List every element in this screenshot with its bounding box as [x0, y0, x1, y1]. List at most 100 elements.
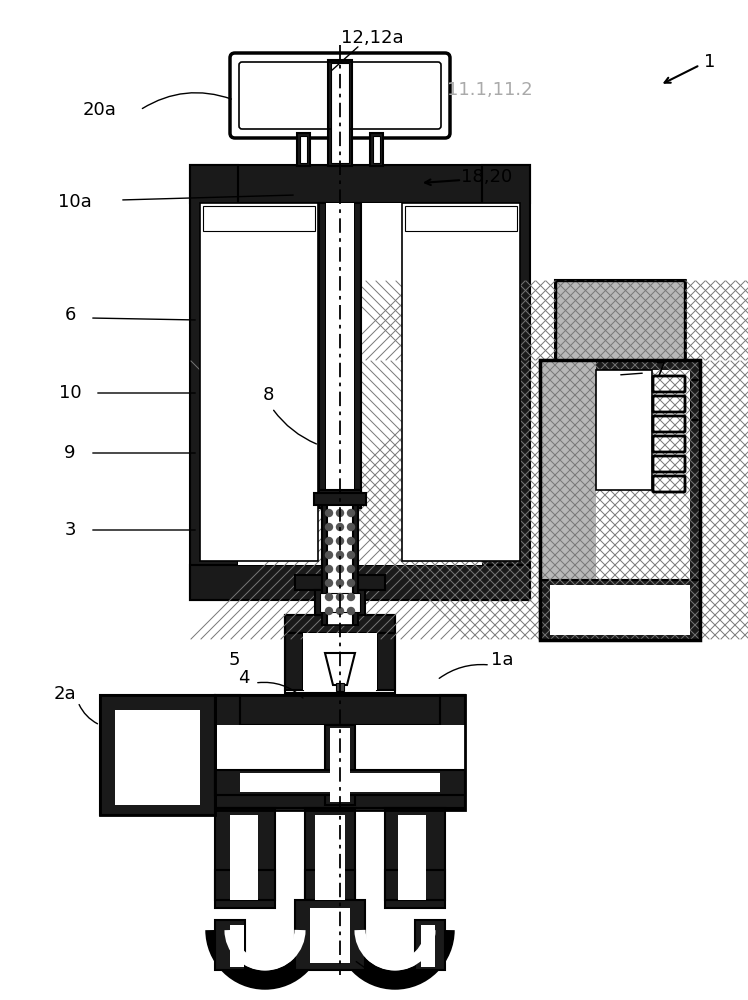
Bar: [305, 808, 355, 908]
Bar: [215, 870, 275, 900]
Bar: [565, 290, 675, 360]
Bar: [230, 925, 244, 967]
Bar: [215, 725, 340, 805]
Circle shape: [325, 552, 333, 558]
Circle shape: [348, 566, 355, 572]
Bar: [240, 773, 440, 792]
Bar: [238, 203, 482, 565]
Bar: [405, 206, 517, 234]
Bar: [353, 505, 358, 625]
Bar: [314, 493, 366, 505]
Bar: [190, 165, 530, 203]
Polygon shape: [325, 653, 355, 685]
Text: 3: 3: [64, 521, 76, 539]
Bar: [550, 370, 690, 630]
Bar: [398, 815, 426, 900]
Circle shape: [348, 580, 355, 586]
Bar: [190, 165, 238, 600]
Bar: [421, 925, 435, 967]
Circle shape: [337, 593, 343, 600]
Bar: [541, 361, 596, 639]
Bar: [285, 615, 395, 693]
Circle shape: [325, 524, 333, 530]
Circle shape: [337, 580, 343, 586]
Circle shape: [325, 566, 333, 572]
Bar: [556, 281, 684, 360]
Text: 10: 10: [58, 384, 82, 402]
Bar: [415, 920, 445, 970]
Text: 2a: 2a: [54, 685, 76, 703]
Bar: [315, 590, 365, 615]
Bar: [402, 203, 520, 561]
Bar: [319, 490, 361, 508]
Bar: [405, 206, 517, 231]
Circle shape: [348, 538, 355, 544]
Bar: [336, 683, 344, 691]
Bar: [115, 710, 200, 805]
Bar: [556, 281, 684, 360]
Bar: [190, 565, 530, 600]
Text: 5: 5: [228, 651, 240, 669]
FancyBboxPatch shape: [230, 53, 450, 138]
Circle shape: [325, 538, 333, 544]
Bar: [203, 206, 315, 231]
Circle shape: [337, 538, 343, 544]
Bar: [215, 920, 245, 970]
Bar: [322, 505, 327, 625]
Circle shape: [325, 580, 333, 586]
Text: 2: 2: [364, 966, 375, 984]
Bar: [203, 236, 315, 558]
Bar: [385, 870, 445, 900]
Bar: [354, 203, 361, 490]
Bar: [295, 575, 385, 590]
Circle shape: [337, 524, 343, 530]
Bar: [200, 203, 318, 561]
Bar: [319, 203, 326, 490]
Bar: [596, 370, 652, 490]
Circle shape: [337, 510, 343, 516]
Bar: [326, 203, 354, 490]
Circle shape: [348, 524, 355, 530]
Bar: [303, 633, 377, 690]
Bar: [540, 380, 550, 420]
Bar: [100, 695, 215, 815]
Bar: [297, 133, 310, 166]
Bar: [100, 695, 215, 815]
Circle shape: [325, 607, 333, 614]
Text: 9: 9: [64, 444, 76, 462]
Circle shape: [348, 593, 355, 600]
Text: 10a: 10a: [58, 193, 92, 211]
Text: 7: 7: [654, 361, 666, 379]
Bar: [377, 633, 395, 690]
Bar: [215, 770, 465, 795]
Text: 1: 1: [705, 53, 716, 71]
Bar: [330, 728, 350, 802]
Text: 11.1,11.2: 11.1,11.2: [447, 81, 533, 99]
Bar: [215, 695, 240, 810]
Bar: [402, 203, 520, 561]
Bar: [215, 793, 465, 808]
Bar: [540, 580, 700, 640]
Circle shape: [348, 607, 355, 614]
Circle shape: [348, 510, 355, 516]
Bar: [310, 908, 350, 963]
Bar: [295, 900, 365, 970]
Bar: [320, 593, 360, 612]
Bar: [540, 360, 700, 640]
Circle shape: [337, 607, 343, 614]
Text: 12,12a: 12,12a: [340, 29, 403, 47]
Bar: [305, 870, 355, 900]
Bar: [555, 280, 685, 360]
Bar: [385, 808, 445, 908]
Text: 4: 4: [239, 669, 250, 687]
Text: 1a: 1a: [491, 651, 513, 669]
Bar: [373, 136, 380, 163]
Bar: [690, 380, 700, 420]
Bar: [230, 815, 258, 900]
Bar: [200, 203, 318, 561]
Bar: [405, 236, 517, 558]
Bar: [540, 360, 700, 640]
Bar: [550, 585, 690, 635]
Bar: [285, 615, 395, 633]
Bar: [203, 206, 315, 234]
